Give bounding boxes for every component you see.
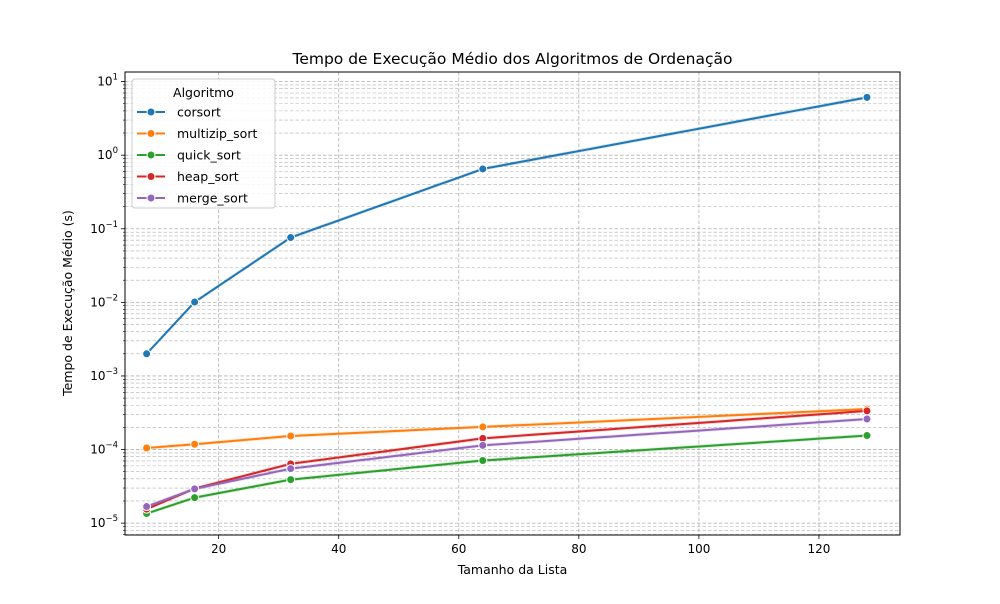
y-axis-ticks: 10−5 10−4 10−3 10−2 10−1 100 101	[90, 73, 125, 535]
plot-frame	[124, 71, 901, 536]
legend-marker	[146, 150, 156, 160]
series-band	[146, 433, 867, 516]
data-point	[142, 349, 152, 359]
y-tick-label: 101	[97, 73, 118, 89]
y-tick-label: 10−3	[90, 367, 118, 383]
data-point	[190, 297, 200, 307]
x-tick-label: 20	[211, 542, 226, 556]
legend-items: corsort multizip_sort quick_sort heap_sortm…	[137, 105, 257, 206]
legend-title: Algoritmo	[173, 85, 234, 100]
series-multizip_sort	[142, 404, 872, 453]
data-point	[286, 233, 296, 243]
y-tick-label: 10−2	[90, 293, 118, 309]
data-point	[190, 493, 200, 503]
x-axis-label: Tamanho da Lista	[457, 562, 568, 577]
series-merge_sort	[142, 414, 872, 512]
y-axis-label: Tempo de Execução Médio (s)	[60, 210, 75, 397]
chart-title: Tempo de Execução Médio dos Algoritmos d…	[292, 50, 733, 68]
legend-marker	[146, 107, 156, 117]
series-corsort	[142, 92, 872, 359]
data-point	[478, 455, 488, 465]
legend-item: heap_sort	[137, 169, 239, 184]
data-point	[478, 164, 488, 174]
x-tick-label: 80	[571, 542, 586, 556]
legend-marker	[146, 193, 156, 203]
legend-box	[131, 78, 276, 209]
data-point	[286, 464, 296, 474]
legend-item: merge_sort	[137, 191, 248, 206]
data-point	[286, 431, 296, 441]
data-point	[142, 502, 152, 512]
data-point	[190, 484, 200, 494]
x-tick-label: 60	[451, 542, 466, 556]
legend-label: merge_sort	[177, 191, 248, 206]
x-tick-label: 100	[687, 542, 710, 556]
x-tick-label: 40	[331, 542, 346, 556]
series-layer	[142, 92, 872, 519]
data-point	[862, 414, 872, 424]
legend-item: corsort	[137, 105, 221, 120]
legend: Algoritmo corsort multizip_sort quick_sort…	[131, 78, 276, 209]
legend-item: multizip_sort	[137, 126, 257, 141]
legend-label: quick_sort	[177, 148, 241, 163]
data-point	[286, 475, 296, 485]
y-tick-label: 10−1	[90, 220, 118, 236]
y-tick-label: 10−4	[90, 441, 118, 457]
legend-label: corsort	[177, 105, 221, 120]
legend-label: multizip_sort	[177, 126, 257, 141]
x-axis-ticks: 20 40 60 80 100 120	[211, 535, 830, 556]
x-tick-label: 120	[808, 542, 831, 556]
data-point	[478, 422, 488, 432]
y-tick-label: 100	[97, 146, 118, 162]
legend-item: quick_sort	[137, 148, 241, 163]
legend-label: heap_sort	[177, 169, 239, 184]
data-point	[190, 439, 200, 449]
data-point	[142, 443, 152, 453]
legend-marker	[146, 172, 156, 181]
data-point	[478, 440, 488, 450]
y-tick-label: 10−5	[90, 514, 118, 530]
data-point	[862, 406, 872, 416]
data-point	[862, 92, 872, 102]
data-point	[862, 431, 872, 441]
legend-marker	[146, 129, 156, 138]
